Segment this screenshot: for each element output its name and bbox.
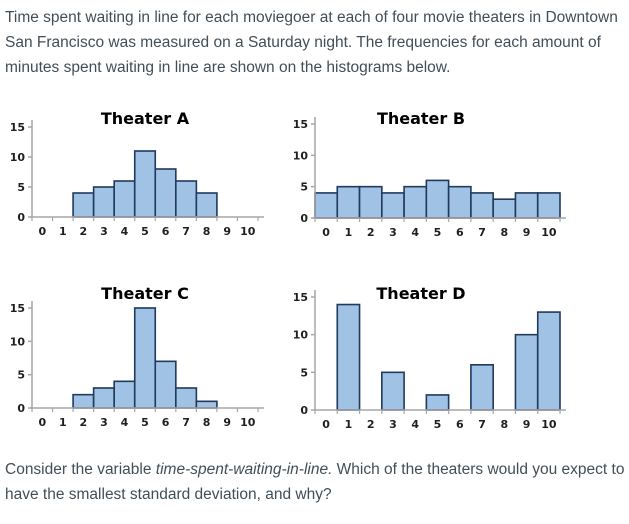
svg-text:3: 3 — [100, 225, 108, 238]
svg-text:Theater A: Theater A — [101, 109, 190, 128]
svg-text:10: 10 — [10, 151, 26, 164]
svg-text:4: 4 — [121, 225, 129, 238]
svg-text:5: 5 — [17, 181, 25, 194]
svg-text:10: 10 — [240, 416, 256, 429]
intro-line-3: minutes spent waiting in line are shown … — [5, 59, 451, 76]
svg-text:9: 9 — [523, 418, 531, 431]
svg-text:9: 9 — [223, 225, 231, 238]
svg-text:10: 10 — [541, 418, 557, 431]
svg-text:15: 15 — [293, 291, 308, 304]
svg-text:3: 3 — [389, 418, 397, 431]
question-paragraph: Consider the variable time-spent-waiting… — [5, 457, 629, 507]
svg-text:0: 0 — [300, 212, 308, 225]
svg-text:7: 7 — [182, 225, 190, 238]
svg-text:6: 6 — [162, 416, 170, 429]
svg-text:15: 15 — [293, 118, 308, 131]
svg-text:2: 2 — [367, 226, 375, 239]
svg-text:0: 0 — [322, 226, 330, 239]
svg-text:15: 15 — [10, 121, 25, 134]
histogram-theater-d: 0 5 10 15 0 1 2 3 4 5 6 7 8 9 10 Theater D — [293, 284, 566, 431]
svg-text:4: 4 — [411, 418, 419, 431]
svg-text:10: 10 — [541, 226, 557, 239]
svg-text:5: 5 — [434, 226, 442, 239]
svg-text:1: 1 — [59, 225, 67, 238]
svg-text:8: 8 — [500, 226, 508, 239]
svg-text:10: 10 — [293, 149, 309, 162]
svg-text:10: 10 — [293, 329, 309, 342]
svg-text:8: 8 — [500, 418, 508, 431]
svg-text:5: 5 — [141, 416, 149, 429]
svg-text:2: 2 — [367, 418, 375, 431]
svg-text:2: 2 — [80, 225, 88, 238]
svg-text:1: 1 — [345, 226, 353, 239]
svg-text:7: 7 — [478, 418, 486, 431]
intro-line-2: San Francisco was measured on a Saturday… — [5, 34, 601, 51]
svg-text:7: 7 — [182, 416, 190, 429]
svg-text:7: 7 — [478, 226, 486, 239]
svg-text:0: 0 — [17, 402, 25, 415]
svg-text:4: 4 — [121, 416, 129, 429]
svg-text:1: 1 — [59, 416, 67, 429]
svg-text:4: 4 — [411, 226, 419, 239]
svg-text:6: 6 — [162, 225, 170, 238]
svg-text:1: 1 — [345, 418, 353, 431]
question-line-1: Consider the variable time-spent-waiting… — [5, 457, 629, 482]
svg-text:10: 10 — [240, 225, 256, 238]
svg-text:5: 5 — [300, 366, 308, 379]
svg-text:9: 9 — [523, 226, 531, 239]
svg-text:0: 0 — [300, 404, 308, 417]
variable-name-italic: time-spent-waiting-in-line. — [155, 461, 333, 478]
histogram-theater-b: 0 5 10 15 0 1 2 3 4 5 6 7 8 9 10 Theater B — [293, 109, 566, 239]
svg-text:5: 5 — [300, 181, 308, 194]
svg-text:15: 15 — [10, 302, 25, 315]
intro-paragraph: Time spent waiting in line for each movi… — [5, 5, 629, 80]
svg-text:2: 2 — [80, 416, 88, 429]
svg-text:Theater C: Theater C — [101, 284, 189, 303]
svg-text:0: 0 — [322, 418, 330, 431]
svg-text:3: 3 — [389, 226, 397, 239]
question-text-prefix: Consider the variable — [5, 461, 156, 478]
svg-text:5: 5 — [17, 369, 25, 382]
svg-text:9: 9 — [223, 416, 231, 429]
svg-text:0: 0 — [38, 225, 46, 238]
svg-text:6: 6 — [456, 418, 464, 431]
svg-text:5: 5 — [141, 225, 149, 238]
svg-text:8: 8 — [203, 225, 211, 238]
svg-text:0: 0 — [38, 416, 46, 429]
svg-text:0: 0 — [17, 211, 25, 224]
question-line-2: have the smallest standard deviation, an… — [5, 486, 332, 503]
svg-text:6: 6 — [456, 226, 464, 239]
svg-text:5: 5 — [434, 418, 442, 431]
intro-line-1: Time spent waiting in line for each movi… — [5, 9, 618, 26]
question-text-suffix: Which of the theaters would you expect t… — [332, 461, 625, 478]
svg-text:Theater D: Theater D — [376, 284, 465, 303]
svg-text:8: 8 — [203, 416, 211, 429]
svg-text:3: 3 — [100, 416, 108, 429]
svg-text:Theater B: Theater B — [377, 109, 465, 128]
svg-text:10: 10 — [10, 335, 26, 348]
